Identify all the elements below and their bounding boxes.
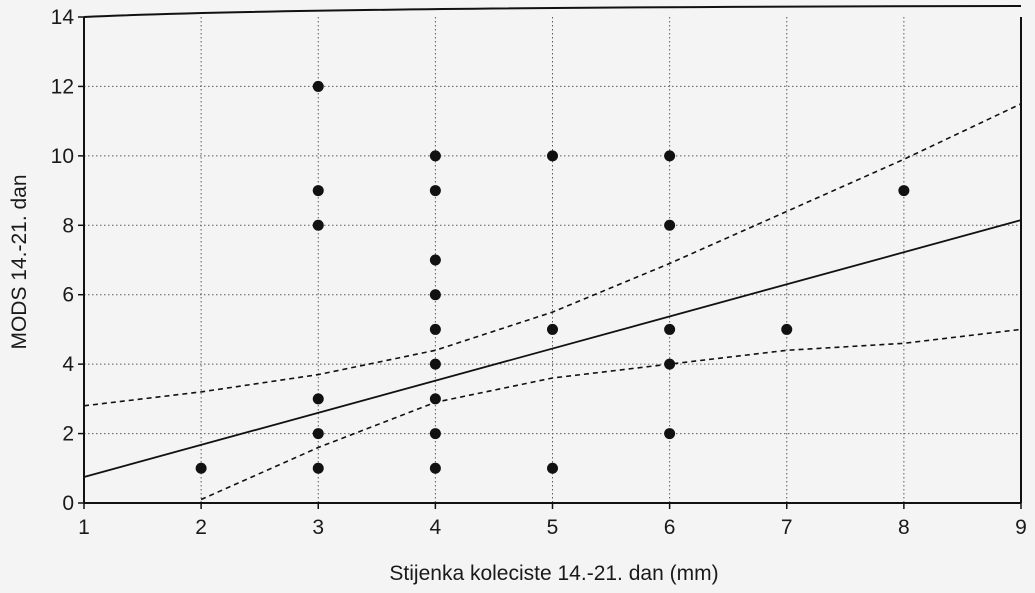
data-points — [195, 80, 910, 474]
data-point-9 — [429, 393, 441, 405]
upper-confidence-band — [83, 103, 1022, 407]
x-tick-label-1: 2 — [195, 516, 207, 539]
y-tick-labels: 0 2 4 6 8 10 12 14 — [51, 6, 84, 515]
data-point-8 — [429, 428, 441, 440]
x-tick-label-4: 5 — [547, 516, 559, 539]
data-point-22 — [664, 219, 676, 231]
y-tick-label-0: 0 — [62, 492, 74, 515]
x-tick-label-2: 3 — [312, 516, 324, 539]
data-point-5 — [312, 185, 324, 197]
x-tick-label-3: 4 — [430, 516, 442, 539]
data-point-6 — [312, 80, 324, 92]
data-point-4 — [312, 219, 324, 231]
regression — [83, 219, 1022, 478]
data-point-15 — [429, 150, 441, 162]
top-axis — [83, 5, 1022, 18]
data-point-23 — [664, 150, 676, 162]
data-point-17 — [547, 323, 558, 335]
y-tick-label-7: 14 — [51, 6, 75, 29]
data-point-14 — [429, 185, 441, 197]
data-point-19 — [664, 428, 676, 440]
y-tick-label-5: 10 — [51, 145, 74, 168]
x-tick-label-8: 9 — [1015, 516, 1027, 539]
regression-line — [83, 219, 1022, 478]
x-tick-label-5: 6 — [664, 516, 676, 539]
data-point-24 — [781, 323, 793, 335]
x-tick-label-7: 8 — [898, 516, 910, 539]
y-tick-label-6: 12 — [51, 75, 74, 98]
data-point-0 — [195, 462, 207, 474]
data-point-16 — [547, 462, 558, 474]
data-point-3 — [312, 393, 324, 405]
data-point-12 — [429, 289, 441, 301]
confidence-bands — [83, 103, 1022, 501]
y-tick-label-3: 6 — [62, 284, 74, 307]
data-point-10 — [429, 358, 441, 370]
x-tick-labels: 1 2 3 4 5 6 7 8 9 — [78, 503, 1027, 539]
x-axis-label: Stijenka koleciste 14.-21. dan (mm) — [389, 562, 718, 585]
y-axis-label: MODS 14.-21. dan — [8, 174, 31, 349]
data-point-20 — [664, 358, 676, 370]
data-point-18 — [547, 150, 558, 162]
x-tick-label-6: 7 — [781, 516, 793, 539]
data-point-11 — [429, 323, 441, 335]
x-tick-label-0: 1 — [78, 516, 90, 539]
data-point-21 — [664, 323, 676, 335]
y-tick-label-1: 2 — [62, 423, 74, 446]
grid — [84, 17, 1021, 503]
data-point-7 — [429, 462, 441, 474]
y-tick-label-4: 8 — [62, 214, 74, 237]
data-point-25 — [898, 185, 910, 197]
y-tick-label-2: 4 — [62, 353, 74, 376]
data-point-1 — [312, 462, 324, 474]
data-point-13 — [429, 254, 441, 266]
data-point-2 — [312, 428, 324, 440]
lower-confidence-band — [200, 328, 1022, 501]
